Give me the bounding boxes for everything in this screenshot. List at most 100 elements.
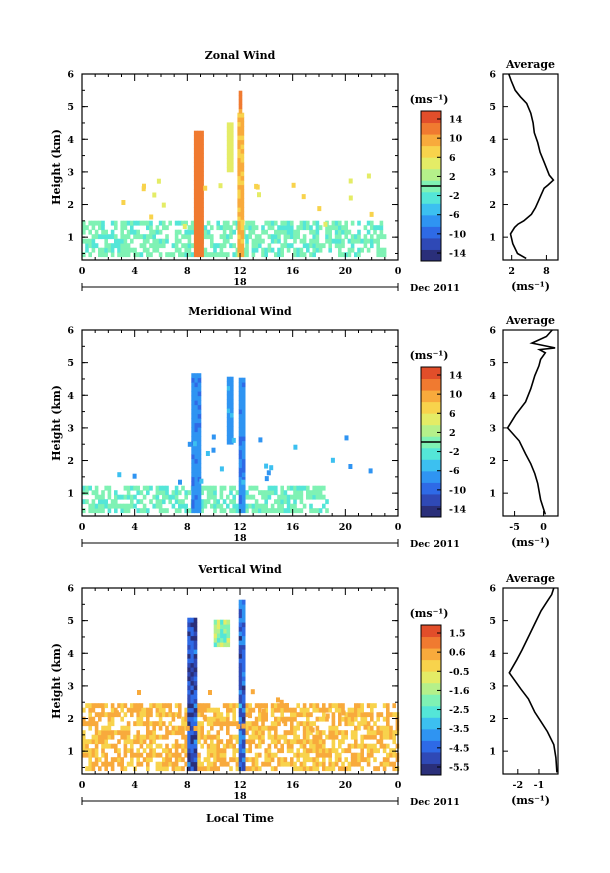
- heatmap-cell: [226, 140, 231, 146]
- heatmap-cell: [237, 135, 241, 141]
- heatmap-cell: [338, 707, 342, 713]
- heatmap-cell: [341, 238, 345, 244]
- heatmap-cell: [213, 761, 217, 767]
- x-axis-label: Local Time: [206, 812, 274, 825]
- heatmap-cell: [230, 126, 234, 132]
- heatmap-cell: [254, 761, 259, 767]
- heatmap-cell: [206, 499, 211, 505]
- heatmap-cell: [197, 373, 202, 379]
- heatmap-cell: [283, 234, 288, 240]
- heatmap-cell: [88, 757, 92, 763]
- heatmap-cell: [283, 721, 288, 727]
- heatmap-cell: [338, 243, 342, 249]
- colorbar-tick-label: 1.5: [449, 629, 466, 640]
- colorbar-swatch: [421, 390, 441, 403]
- heatmap-cell: [120, 734, 124, 740]
- heatmap-cell: [238, 703, 243, 709]
- heatmap-cell: [123, 220, 128, 226]
- heatmap-cell: [110, 243, 115, 249]
- heatmap-cell: [270, 734, 275, 740]
- heatmap-cell: [191, 454, 195, 460]
- heatmap-cell: [334, 752, 339, 758]
- heatmap-cell: [251, 252, 256, 258]
- average-y-tick-label: 2: [489, 456, 496, 467]
- heatmap-cell: [238, 685, 243, 691]
- heatmap-cell: [245, 494, 249, 500]
- heatmap-cell: [241, 739, 246, 745]
- heatmap-cell: [139, 716, 144, 722]
- heatmap-cell: [328, 757, 332, 763]
- heatmap-cell: [226, 430, 231, 436]
- heatmap-cell: [101, 503, 105, 509]
- heatmap-cell: [323, 221, 328, 227]
- colorbar-tick-label: 14: [449, 115, 463, 126]
- heatmap-cell: [248, 721, 252, 727]
- x-tick-label: 12: [233, 780, 246, 791]
- heatmap-cell: [341, 734, 345, 740]
- heatmap-cell: [226, 162, 231, 168]
- heatmap-cell: [165, 752, 169, 758]
- heatmap-cell: [366, 757, 371, 763]
- heatmap-cell: [190, 658, 195, 664]
- heatmap-cell: [120, 730, 124, 736]
- heatmap-cell: [94, 725, 99, 731]
- heatmap-cell: [194, 395, 199, 401]
- y-tick-label: 5: [67, 358, 74, 369]
- heatmap-cell: [386, 721, 390, 727]
- x-tick-label: 4: [131, 780, 138, 791]
- heatmap-cell: [373, 748, 377, 754]
- heatmap-cell: [165, 757, 169, 763]
- heatmap-cell: [237, 162, 241, 168]
- heatmap-cell: [241, 667, 246, 673]
- heatmap-cell: [197, 229, 201, 235]
- heatmap-cell: [357, 743, 361, 749]
- heatmap-cell: [219, 721, 224, 727]
- heatmap-cell: [187, 644, 191, 650]
- heatmap-cell: [184, 721, 188, 727]
- average-profile-line: [506, 329, 556, 515]
- heatmap-cell: [235, 739, 240, 745]
- heatmap-cell: [299, 766, 304, 772]
- heatmap-cell: [368, 468, 373, 474]
- heatmap-cell: [238, 604, 243, 610]
- heatmap-cell: [366, 743, 371, 749]
- heatmap-cell: [193, 617, 198, 623]
- heatmap-cell: [219, 466, 224, 472]
- heatmap-cell: [341, 707, 345, 713]
- heatmap-cell: [190, 712, 195, 718]
- heatmap-cell: [230, 403, 234, 409]
- heatmap-cell: [146, 725, 150, 731]
- heatmap-cell: [389, 752, 393, 758]
- heatmap-cell: [280, 247, 284, 253]
- heatmap-cell: [88, 712, 92, 718]
- heatmap-cell: [190, 761, 195, 767]
- heatmap-cell: [357, 703, 361, 709]
- heatmap-cell: [187, 653, 191, 659]
- heatmap-cell: [389, 748, 393, 754]
- heatmap-cell: [162, 734, 166, 740]
- heatmap-cell: [222, 252, 227, 258]
- heatmap-cell: [187, 757, 191, 763]
- heatmap-cell: [230, 394, 234, 400]
- heatmap-cell: [240, 247, 245, 253]
- heatmap-cell: [315, 752, 320, 758]
- heatmap-cell: [237, 229, 241, 235]
- heatmap-cell: [94, 734, 99, 740]
- heatmap-cell: [101, 748, 105, 754]
- heatmap-cell: [238, 752, 243, 758]
- heatmap-cell: [123, 743, 128, 749]
- heatmap-cell: [350, 243, 355, 249]
- heatmap-cell: [302, 225, 307, 231]
- heatmap-cell: [315, 734, 320, 740]
- heatmap-cell: [293, 238, 297, 244]
- heatmap-cell: [104, 243, 108, 249]
- heatmap-cell: [241, 494, 246, 500]
- heatmap-cell: [238, 427, 243, 433]
- y-tick-label: 1: [67, 489, 74, 500]
- x-tick-label: 4: [131, 522, 138, 533]
- heatmap-cell: [386, 725, 390, 731]
- heatmap-cell: [267, 734, 272, 740]
- heatmap-cell: [238, 386, 243, 392]
- heatmap-cell: [152, 503, 156, 509]
- heatmap-cell: [187, 712, 191, 718]
